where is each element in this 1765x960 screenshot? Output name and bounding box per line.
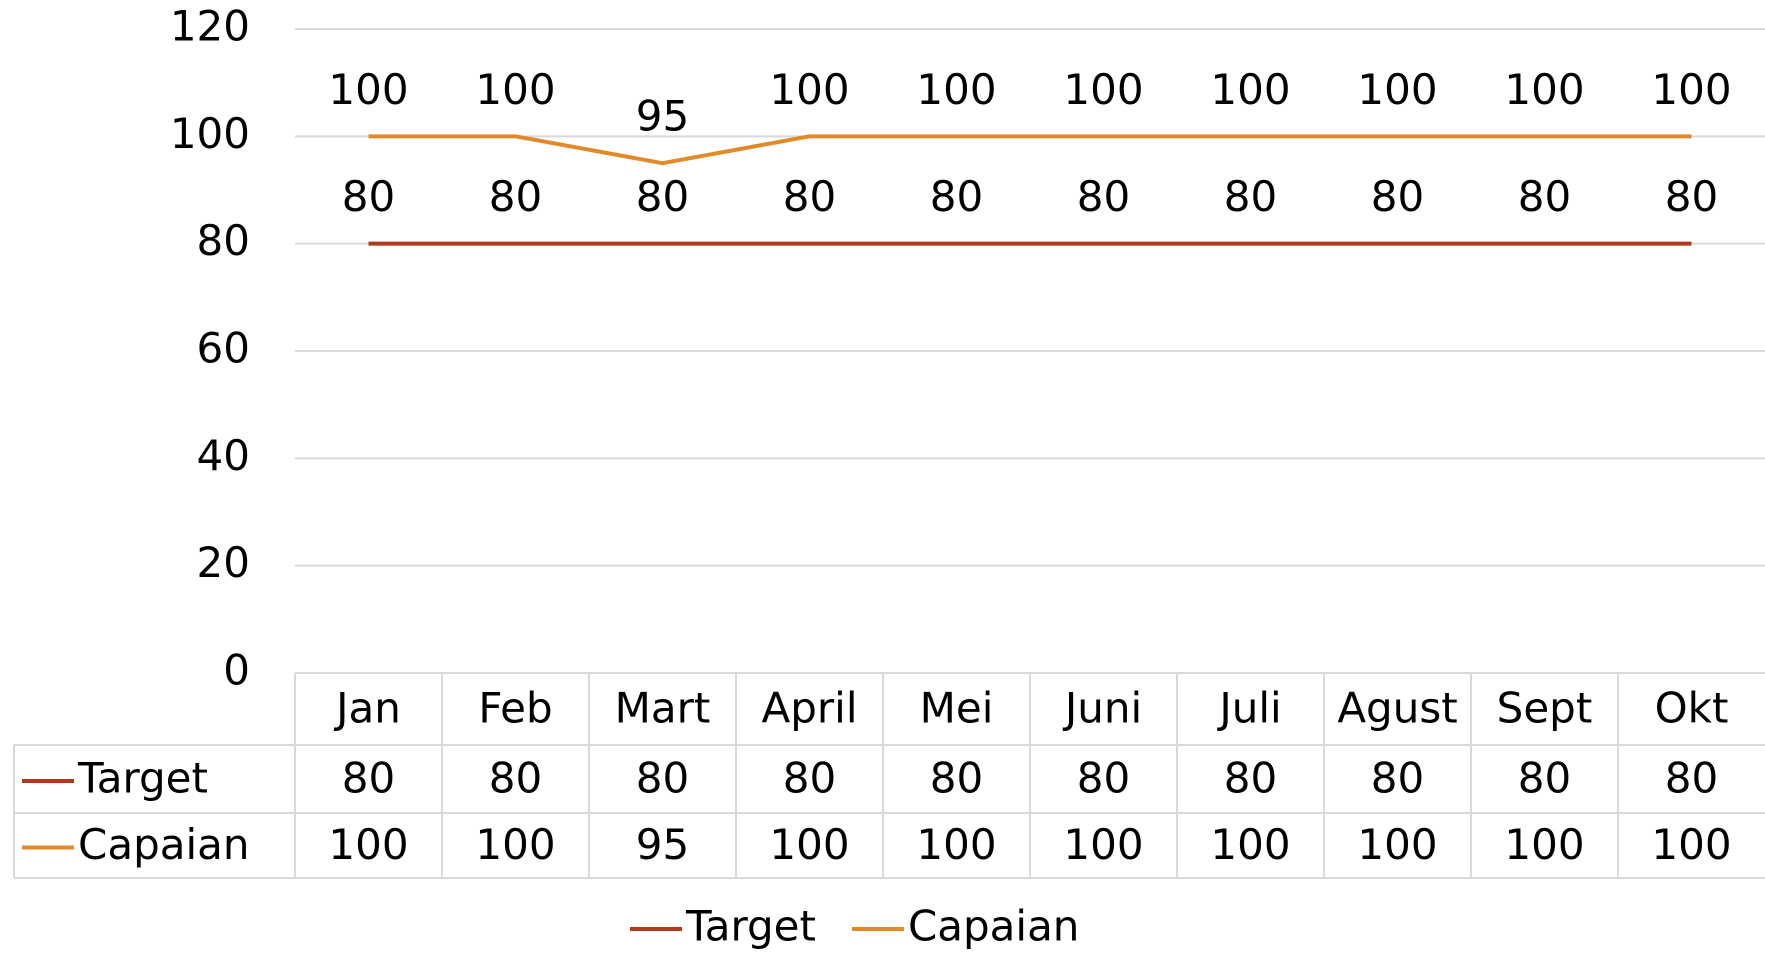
table-cell: 95 <box>636 820 689 869</box>
data-label: 80 <box>930 172 983 221</box>
data-label: 80 <box>1224 172 1277 221</box>
table-cell: 100 <box>1651 820 1731 869</box>
data-label: 100 <box>328 65 408 114</box>
data-label: 80 <box>636 172 689 221</box>
table-cell: 80 <box>1518 754 1571 803</box>
x-tick-label: Okt <box>1655 684 1729 733</box>
data-label: 80 <box>342 172 395 221</box>
y-tick-label: 40 <box>197 431 250 480</box>
table-cell: 80 <box>489 754 542 803</box>
legend-label: Target <box>685 902 816 951</box>
data-label: 80 <box>1371 172 1424 221</box>
table-cell: 80 <box>1371 754 1424 803</box>
x-tick-label: Feb <box>478 684 552 733</box>
data-label: 100 <box>1504 65 1584 114</box>
data-label: 100 <box>769 65 849 114</box>
data-label: 100 <box>1357 65 1437 114</box>
table-cell: 80 <box>1665 754 1718 803</box>
x-tick-label: Sept <box>1497 684 1593 733</box>
x-tick-label: Juni <box>1062 684 1142 733</box>
x-tick-label: Mei <box>920 684 994 733</box>
y-tick-label: 100 <box>170 109 250 158</box>
table-cell: 100 <box>475 820 555 869</box>
table-cell: 100 <box>916 820 996 869</box>
table-cell: 100 <box>769 820 849 869</box>
data-label: 80 <box>1665 172 1718 221</box>
data-label: 80 <box>1077 172 1130 221</box>
table-cell: 100 <box>328 820 408 869</box>
y-tick-label: 0 <box>223 646 250 695</box>
data-label: 100 <box>1210 65 1290 114</box>
table-cell: 100 <box>1063 820 1143 869</box>
data-label: 95 <box>636 92 689 141</box>
y-tick-label: 60 <box>197 324 250 373</box>
table-cell: 80 <box>636 754 689 803</box>
data-label: 80 <box>489 172 542 221</box>
x-tick-label: Mart <box>615 684 711 733</box>
table-row-label: Capaian <box>78 820 250 869</box>
table-cell: 80 <box>1224 754 1277 803</box>
data-label: 80 <box>1518 172 1571 221</box>
data-label: 100 <box>1063 65 1143 114</box>
table-cell: 80 <box>783 754 836 803</box>
table-cell: 100 <box>1357 820 1437 869</box>
y-tick-label: 20 <box>197 538 250 587</box>
legend-label: Capaian <box>908 902 1080 951</box>
data-label: 100 <box>475 65 555 114</box>
x-tick-label: Agust <box>1337 684 1457 733</box>
table-cell: 80 <box>930 754 983 803</box>
x-tick-label: April <box>762 684 858 733</box>
line <box>368 134 1692 166</box>
x-tick-label: Jan <box>333 684 401 733</box>
table-cell: 80 <box>342 754 395 803</box>
data-label: 100 <box>916 65 996 114</box>
data-label: 100 <box>1651 65 1731 114</box>
table-cell: 100 <box>1504 820 1584 869</box>
table-row-label: Target <box>77 754 208 803</box>
table-cell: 100 <box>1210 820 1290 869</box>
data-label: 80 <box>783 172 836 221</box>
x-tick-label: Juli <box>1216 684 1281 733</box>
y-tick-label: 80 <box>197 216 250 265</box>
y-tick-label: 120 <box>170 2 250 51</box>
table-cell: 80 <box>1077 754 1130 803</box>
